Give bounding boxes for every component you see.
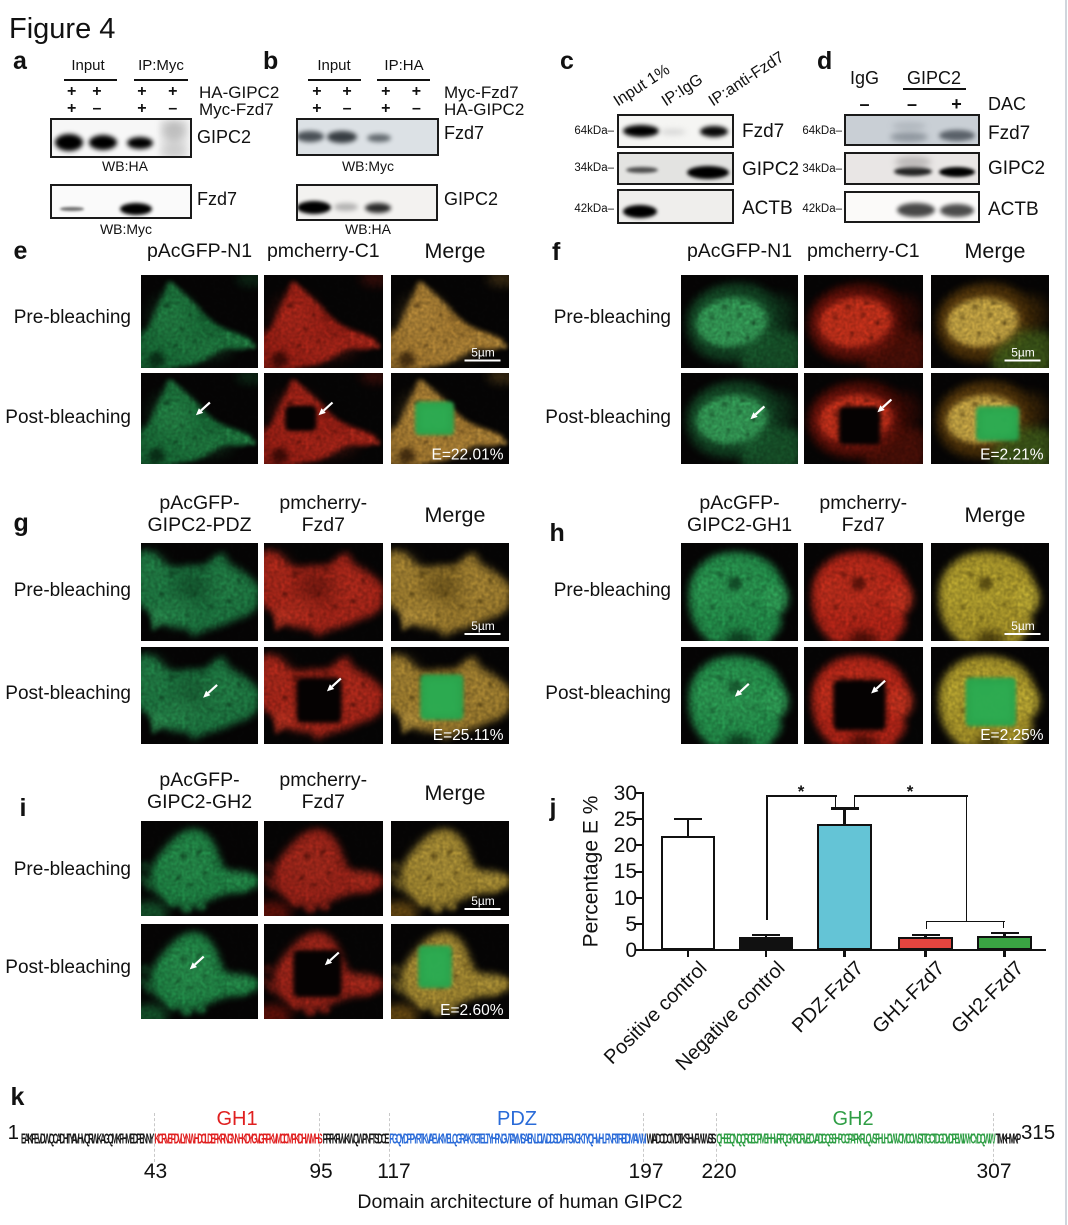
svg-text:PRFKFIVVKWQWPNIFTSDCE: PRFKFIVVKWQWPNIFTSDCE [323, 1130, 390, 1148]
svg-text:E=22.01%: E=22.01% [431, 447, 503, 464]
svg-text:5µm: 5µm [1011, 346, 1035, 360]
svg-text:5µm: 5µm [471, 619, 495, 633]
svg-text:FGQYDPPYRTKVAEVKMELQGRAKTGTELT: FGQYDPPYRTKVAEVKMELQGRAKTGTELTYHFNGVTAYM… [389, 1130, 646, 1148]
svg-text:E=25.11%: E=25.11% [432, 727, 503, 744]
svg-text:5µm: 5µm [1011, 619, 1035, 633]
svg-text:5µm: 5µm [471, 346, 495, 360]
svg-text:5µm: 5µm [471, 894, 495, 908]
svg-text:E=2.60%: E=2.60% [440, 1002, 504, 1019]
svg-text:KCRVEPDVLYNWHDCILDIEPKRNGNNHKD: KCRVEPDVLYNWHDCILDIEPKRNGNNHKDYGVIGRPKVI… [154, 1130, 322, 1148]
svg-text:WIADCIDCMDTIKSHVFWWSIS: WIADCIDCMDTIKSHVFWWSIS [647, 1130, 717, 1148]
svg-text:EAKIIFEVDWQCADHITYAVHVQIRWKAGQ: EAKIIFEVDWQCADHITYAVHVQIRWKAGQMKFHMEDPEN… [21, 1130, 154, 1148]
svg-text:QHEEQNQQRCECPMEIHHVRFQGKRIDRVE: QHEEQNQQRCECPMEIHHVRFQGKRIDRVECVADIGQSSH… [716, 1130, 996, 1148]
svg-text:TMKHMIKP: TMKHMIKP [996, 1130, 1021, 1148]
svg-text:E=2.21%: E=2.21% [980, 447, 1044, 464]
svg-text:E=2.25%: E=2.25% [980, 727, 1044, 744]
